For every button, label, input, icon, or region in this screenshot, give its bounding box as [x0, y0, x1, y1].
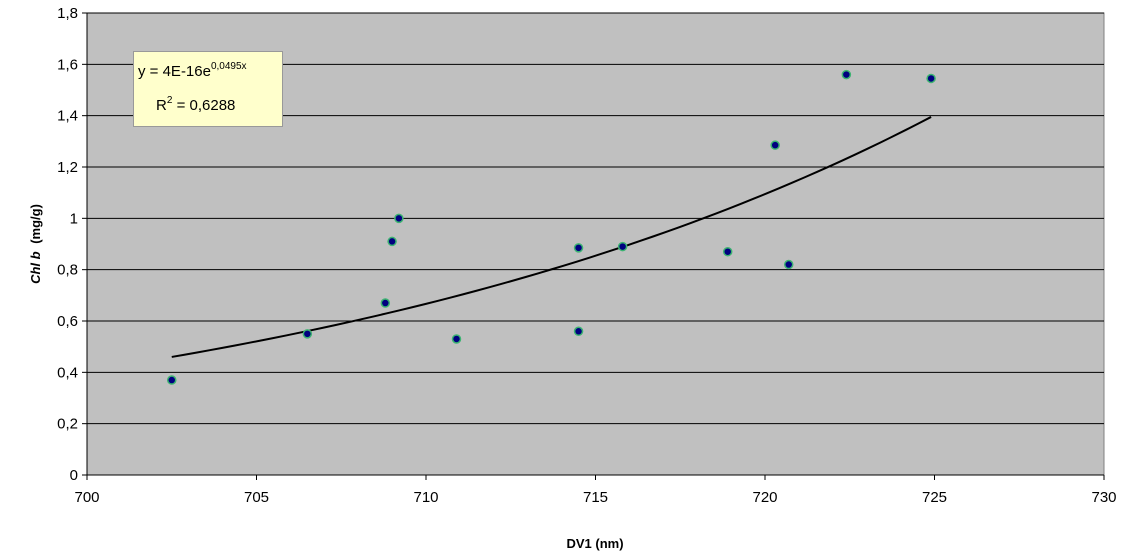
- data-point: [167, 375, 177, 385]
- data-point: [722, 246, 733, 257]
- y-tick-label: 1,2: [57, 159, 78, 176]
- data-point: [380, 298, 391, 308]
- equation-exponent: 0,0495x: [210, 61, 247, 72]
- y-axis-title: Chl b (mg/g): [28, 204, 43, 284]
- y-tick-label: 0,8: [57, 262, 78, 279]
- y-tick-label: 1: [70, 210, 78, 227]
- y-tick-label: 0,6: [57, 313, 78, 330]
- trendline: [171, 116, 932, 358]
- data-point: [783, 259, 794, 270]
- data-point: [451, 334, 462, 344]
- y-tick-label: 1,4: [57, 108, 78, 125]
- x-tick-label: 725: [922, 489, 947, 506]
- data-point: [770, 140, 780, 150]
- trendline-equation: y = 4E-16e0,0495x: [138, 61, 247, 81]
- data-point: [926, 73, 936, 84]
- data-point: [841, 69, 852, 80]
- x-tick-label: 700: [74, 489, 99, 506]
- data-point: [387, 236, 397, 247]
- data-point: [302, 329, 313, 339]
- y-tick-labels: 0 0,2 0,4 0,6 0,8 1 1,2 1,4 1,6 1,8: [57, 5, 87, 484]
- x-axis-title: DV1 (nm): [566, 536, 623, 551]
- y-tick-label: 0,2: [57, 416, 78, 433]
- x-tick-label: 720: [752, 489, 777, 506]
- data-point: [573, 326, 584, 337]
- x-tick-label: 710: [413, 489, 438, 506]
- trendline-equation-box: y = 4E-16e0,0495x R2 = 0,6288: [133, 51, 283, 127]
- data-point: [573, 243, 584, 253]
- y-tick-label: 1,6: [57, 56, 78, 73]
- y-tick-label: 1,8: [57, 5, 78, 22]
- data-points: [167, 69, 936, 385]
- x-tick-labels: 700 705 710 715 720 725 730: [74, 475, 1117, 506]
- x-tick-label: 715: [583, 489, 608, 506]
- x-tick-label: 705: [244, 489, 269, 506]
- x-tick-label: 730: [1091, 489, 1116, 506]
- r-squared-exponent: 2: [166, 95, 173, 106]
- y-axis-title-italic: Chl b: [28, 251, 43, 284]
- gridlines: [87, 12, 1104, 425]
- r-squared-prefix: R: [156, 97, 167, 114]
- data-point: [617, 241, 628, 252]
- r-squared: R2 = 0,6288: [156, 95, 236, 115]
- y-tick-label: 0,4: [57, 364, 78, 381]
- equation-text: y = 4E-16e: [138, 63, 211, 80]
- y-tick-label: 0: [70, 467, 78, 484]
- r-squared-value: = 0,6288: [172, 97, 236, 114]
- data-point: [394, 213, 404, 224]
- y-axis-title-unit: (mg/g): [28, 204, 43, 244]
